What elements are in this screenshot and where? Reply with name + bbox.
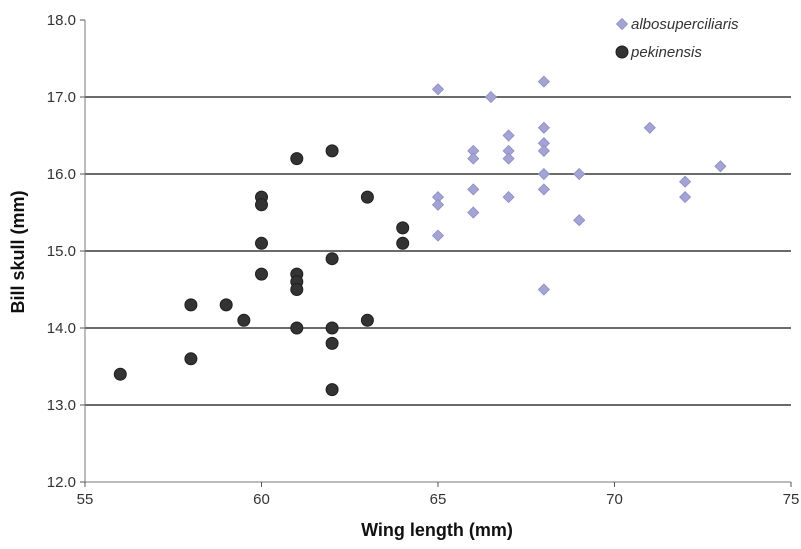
data-point-albosuperciliaris (467, 206, 480, 219)
data-point-albosuperciliaris (467, 183, 480, 196)
tick-labels: 12.0 13.0 14.0 15.0 16.0 17.0 18.0 55 60 65 70 75 (47, 12, 800, 508)
data-point-pekinensis (360, 313, 374, 327)
y-tick-label: 17.0 (47, 89, 76, 106)
data-point-albosuperciliaris (679, 175, 692, 188)
x-axis-title: Wing length (mm) (361, 520, 513, 540)
data-point-pekinensis (219, 298, 233, 312)
data-point-pekinensis (290, 283, 304, 296)
data-point-albosuperciliaris (537, 144, 550, 157)
legend-marker-albosuperciliaris (615, 17, 629, 31)
legend-label-albosuperciliaris: albosuperciliaris (631, 16, 739, 33)
data-point-albosuperciliaris (502, 129, 515, 142)
data-point-pekinensis (325, 336, 339, 350)
y-tick-label: 12.0 (47, 474, 76, 491)
x-tick-label: 70 (606, 491, 623, 508)
data-point-albosuperciliaris (484, 90, 498, 104)
data-point-pekinensis (325, 321, 339, 335)
data-point-albosuperciliaris (537, 283, 550, 296)
data-point-pekinensis (325, 252, 339, 266)
x-tick-label: 75 (783, 491, 800, 508)
data-point-pekinensis (255, 198, 268, 212)
data-point-albosuperciliaris (537, 75, 550, 88)
legend-label-pekinensis: pekinensis (630, 44, 702, 61)
grid-lines (85, 96, 791, 406)
data-point-albosuperciliaris (431, 198, 445, 211)
data-point-pekinensis (255, 236, 268, 250)
data-point-pekinensis (360, 190, 374, 204)
data-point-pekinensis (237, 313, 251, 327)
data-point-pekinensis (184, 298, 198, 312)
data-point-pekinensis (184, 352, 198, 366)
y-tick-label: 13.0 (47, 397, 76, 414)
data-point-albosuperciliaris (537, 183, 550, 196)
y-tick-label: 14.0 (47, 320, 76, 337)
axes (80, 19, 792, 487)
x-tick-label: 60 (253, 491, 270, 508)
y-tick-label: 18.0 (47, 12, 76, 29)
data-point-pekinensis (396, 221, 410, 235)
data-point-albosuperciliaris (431, 83, 445, 96)
data-point-pekinensis (396, 236, 410, 250)
data-point-albosuperciliaris (679, 191, 692, 204)
data-point-albosuperciliaris (537, 121, 550, 134)
y-axis-title: Bill skull (mm) (8, 190, 28, 313)
y-tick-label: 15.0 (47, 243, 76, 260)
legend-marker-pekinensis (615, 45, 629, 59)
data-point-pekinensis (325, 144, 339, 158)
data-point-albosuperciliaris (573, 167, 586, 181)
y-tick-label: 16.0 (47, 166, 76, 183)
data-point-albosuperciliaris (714, 160, 727, 173)
data-point-albosuperciliaris (537, 167, 550, 181)
data-point-albosuperciliaris (573, 214, 586, 227)
data-points (113, 75, 727, 397)
data-point-albosuperciliaris (502, 191, 515, 204)
data-point-albosuperciliaris (502, 152, 515, 165)
data-point-pekinensis (113, 367, 127, 381)
x-tick-label: 55 (77, 491, 94, 508)
data-point-albosuperciliaris (467, 152, 480, 165)
legend: albosuperciliaris pekinensis (615, 16, 739, 61)
data-point-pekinensis (255, 267, 268, 281)
x-tick-label: 65 (430, 491, 447, 508)
data-point-albosuperciliaris (431, 229, 445, 242)
data-point-pekinensis (325, 383, 339, 397)
data-point-pekinensis (290, 152, 304, 166)
data-point-albosuperciliaris (643, 121, 656, 134)
data-point-pekinensis (290, 321, 304, 335)
